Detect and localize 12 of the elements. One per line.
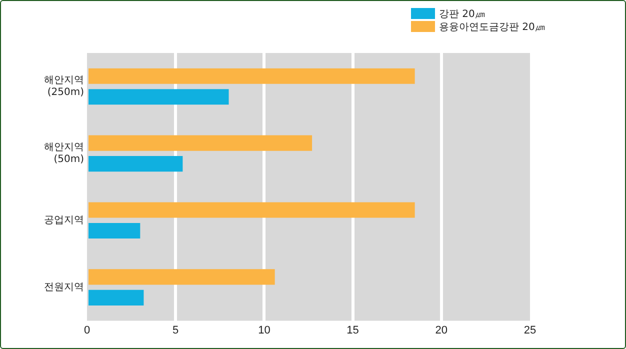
legend-label: 강판 20㎛ [439,8,485,20]
x-tick-label: 5 [172,324,179,336]
x-tick-label: 25 [524,324,536,336]
legend-label: 용융아연도금강판 20㎛ [439,20,545,34]
y-tick-label: 전원지역 [44,282,84,293]
x-tick-label: 20 [435,324,448,336]
x-tick-label: 10 [258,324,270,336]
y-tick-label: 해안지역 (50m) [44,142,84,166]
x-tick-label: 15 [346,324,359,336]
y-tick-label: 해안지역 (250m) [44,75,84,98]
y-tick-label: 공업지역 [44,214,84,226]
x-tick-label: 0 [84,324,90,336]
